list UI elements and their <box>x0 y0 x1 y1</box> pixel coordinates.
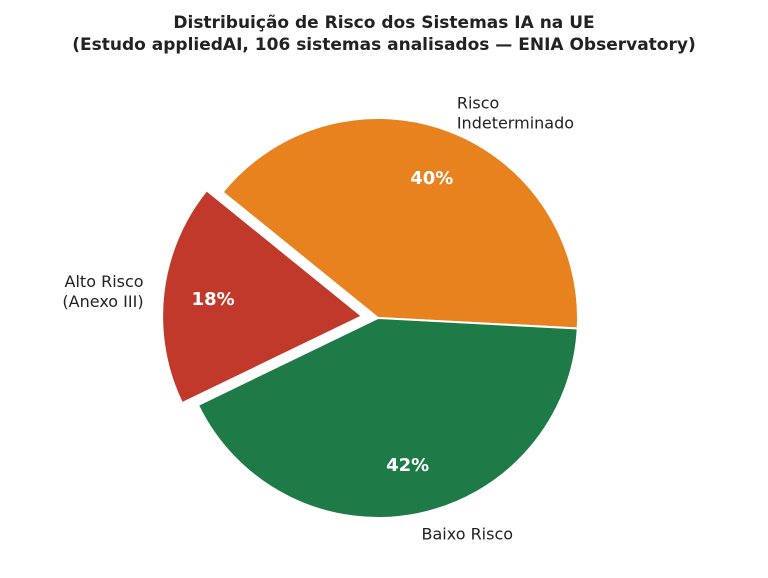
slice-label: Risco Indeterminado <box>457 94 574 133</box>
slice-percent: 40% <box>410 168 453 189</box>
slice-label: Baixo Risco <box>421 525 513 544</box>
slice-percent: 18% <box>192 289 235 310</box>
pie-slice <box>196 316 579 519</box>
pie-slice <box>221 117 579 330</box>
slice-percent: 42% <box>386 455 429 476</box>
slice-label: Alto Risco (Anexo III) <box>62 272 143 311</box>
chart-title: Distribuição de Risco dos Sistemas IA na… <box>72 13 695 55</box>
pie-slice <box>161 188 364 405</box>
